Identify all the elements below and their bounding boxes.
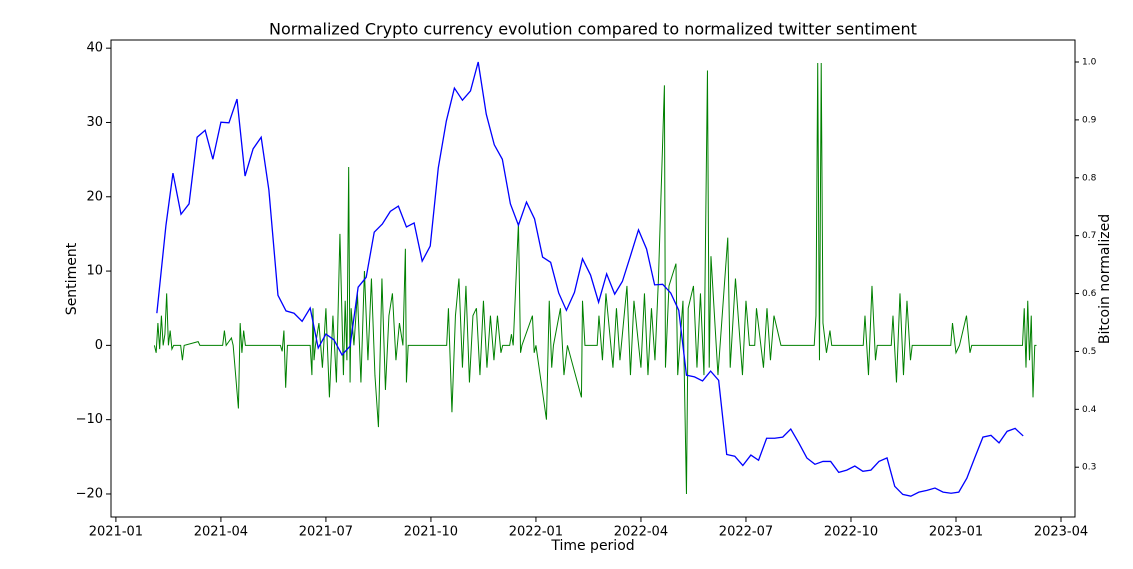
y2-tick-label: 0.7 xyxy=(1082,231,1096,241)
y2-tick-label: 0.6 xyxy=(1082,289,1097,299)
y2-tick-label: 0.3 xyxy=(1082,463,1096,473)
y-tick-label: 0 xyxy=(95,338,103,353)
x-tick-label: 2021-01 xyxy=(89,525,143,540)
x-tick-label: 2022-10 xyxy=(824,525,878,540)
y-axis-label: Sentiment xyxy=(64,242,80,315)
y2-axis-label: Bitcoin normalized xyxy=(1097,214,1113,344)
y2-tick-label: 0.4 xyxy=(1082,405,1097,415)
x-tick-label: 2023-01 xyxy=(929,525,983,540)
plot-frame xyxy=(110,39,1076,518)
x-tick-label: 2022-07 xyxy=(719,525,773,540)
x-tick-label: 2021-07 xyxy=(299,525,353,540)
chart-title: Normalized Crypto currency evolution com… xyxy=(269,20,917,39)
y2-tick-label: 0.8 xyxy=(1082,173,1097,183)
x-tick-label: 2022-04 xyxy=(614,525,668,540)
series-line xyxy=(156,61,1024,497)
x-tick-label: 2021-04 xyxy=(194,525,248,540)
y2-tick-label: 0.9 xyxy=(1082,115,1097,125)
y-tick-label: 40 xyxy=(86,41,103,56)
y2-tick-label: 0.5 xyxy=(1082,347,1096,357)
series-line xyxy=(153,63,1037,494)
x-tick-label: 2023-04 xyxy=(1034,525,1088,540)
y-tick-label: −10 xyxy=(76,412,103,427)
y-tick-label: −20 xyxy=(76,486,103,501)
y2-tick-label: 1.0 xyxy=(1082,57,1097,67)
x-axis-label: Time period xyxy=(550,538,634,554)
x-tick-label: 2021-10 xyxy=(404,525,458,540)
y-tick-label: 20 xyxy=(86,189,103,204)
y-tick-label: 30 xyxy=(86,115,103,130)
y-tick-label: 10 xyxy=(86,264,103,279)
x-tick-label: 2022-01 xyxy=(509,525,563,540)
